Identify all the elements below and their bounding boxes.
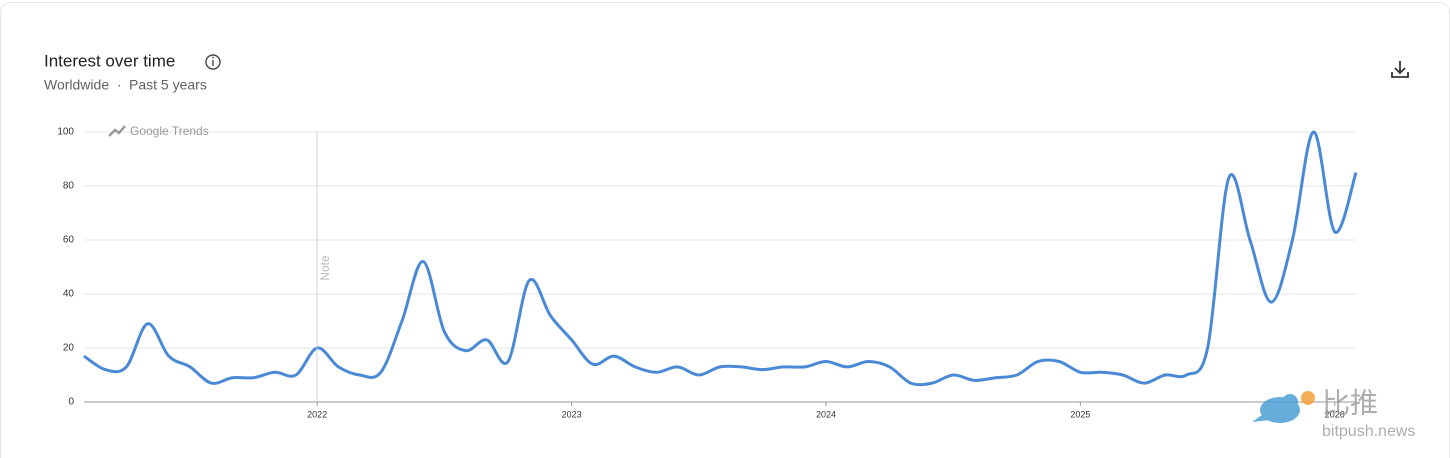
chart-title: Interest over time <box>44 51 175 70</box>
y-tick-label: 20 <box>63 343 75 354</box>
watermark-name: 比推 <box>1322 387 1378 418</box>
watermark-site: bitpush.news <box>1322 423 1415 440</box>
x-tick-label: 2025 <box>1070 409 1090 419</box>
brand-icon <box>108 125 126 137</box>
x-tick-label: 2026 <box>1325 409 1345 419</box>
trend-line <box>83 130 1358 387</box>
y-tick-label: 40 <box>63 289 75 300</box>
info-icon[interactable] <box>205 54 221 70</box>
note-label: Note <box>318 255 332 281</box>
brand-label: Google Trends <box>130 124 209 138</box>
separator: · <box>117 77 122 93</box>
x-tick-label: 2024 <box>816 409 836 419</box>
download-button[interactable] <box>1391 61 1409 78</box>
y-tick-label: 0 <box>68 397 74 408</box>
x-tick-label: 2022 <box>307 409 327 419</box>
region: Worldwide <box>44 77 109 93</box>
watermark-bird <box>1252 391 1315 423</box>
y-tick-label: 80 <box>63 181 75 192</box>
plot: 0 20 40 60 80 100 2022 2023 2024 2025 2026 <box>57 127 1358 419</box>
y-tick-label: 100 <box>57 127 74 138</box>
x-tick-label: 2023 <box>562 409 582 419</box>
period: Past 5 years <box>129 77 207 93</box>
y-tick-label: 60 <box>63 235 75 246</box>
